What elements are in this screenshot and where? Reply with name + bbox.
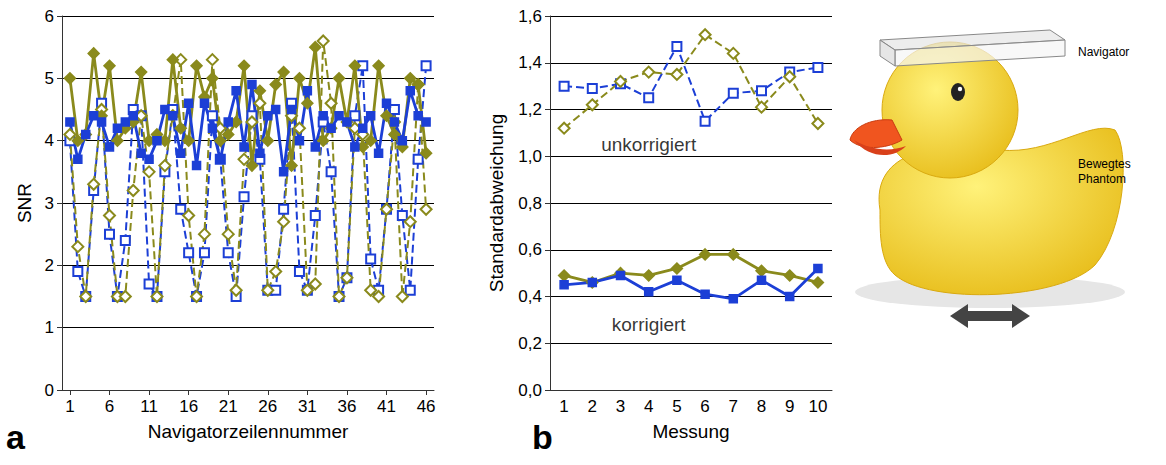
svg-text:5: 5 <box>45 69 54 88</box>
svg-text:31: 31 <box>298 397 317 416</box>
svg-text:21: 21 <box>219 397 238 416</box>
svg-text:0,2: 0,2 <box>518 334 542 353</box>
svg-text:10: 10 <box>808 397 827 416</box>
svg-text:0: 0 <box>45 381 54 400</box>
svg-text:3: 3 <box>45 194 54 213</box>
svg-text:0,6: 0,6 <box>518 240 542 259</box>
svg-text:Phantom: Phantom <box>1078 172 1126 186</box>
svg-text:6: 6 <box>700 397 709 416</box>
svg-text:2: 2 <box>45 256 54 275</box>
svg-text:8: 8 <box>757 397 766 416</box>
svg-text:3: 3 <box>616 397 625 416</box>
svg-text:46: 46 <box>417 397 436 416</box>
svg-text:Navigator: Navigator <box>1078 45 1129 59</box>
svg-text:26: 26 <box>258 397 277 416</box>
svg-text:0,4: 0,4 <box>518 287 542 306</box>
svg-text:7: 7 <box>729 397 738 416</box>
svg-text:SNR: SNR <box>14 183 35 223</box>
svg-text:b: b <box>532 418 553 456</box>
svg-text:5: 5 <box>672 397 681 416</box>
svg-text:9: 9 <box>785 397 794 416</box>
svg-text:1: 1 <box>559 397 568 416</box>
svg-text:unkorrigiert: unkorrigiert <box>601 134 697 155</box>
svg-text:Standardabweichung: Standardabweichung <box>486 114 507 293</box>
svg-text:1: 1 <box>65 397 74 416</box>
svg-text:Messung: Messung <box>652 421 729 442</box>
svg-text:korrigiert: korrigiert <box>612 314 687 335</box>
svg-text:41: 41 <box>377 397 396 416</box>
svg-text:11: 11 <box>140 397 158 416</box>
svg-text:2: 2 <box>588 397 597 416</box>
svg-text:1,0: 1,0 <box>518 147 542 166</box>
svg-text:1,2: 1,2 <box>518 100 542 119</box>
svg-text:6: 6 <box>45 7 54 26</box>
svg-text:4: 4 <box>45 131 54 150</box>
svg-text:16: 16 <box>179 397 198 416</box>
svg-text:0,0: 0,0 <box>518 381 542 400</box>
svg-text:a: a <box>6 418 26 456</box>
svg-text:6: 6 <box>105 397 114 416</box>
svg-text:1,6: 1,6 <box>518 7 542 26</box>
svg-text:36: 36 <box>337 397 356 416</box>
svg-text:1,4: 1,4 <box>518 53 542 72</box>
svg-text:Navigatorzeilennummer: Navigatorzeilennummer <box>148 421 349 442</box>
svg-text:1: 1 <box>45 318 54 337</box>
svg-text:4: 4 <box>644 397 653 416</box>
svg-text:0,8: 0,8 <box>518 194 542 213</box>
svg-text:Bewegtes: Bewegtes <box>1078 157 1131 171</box>
